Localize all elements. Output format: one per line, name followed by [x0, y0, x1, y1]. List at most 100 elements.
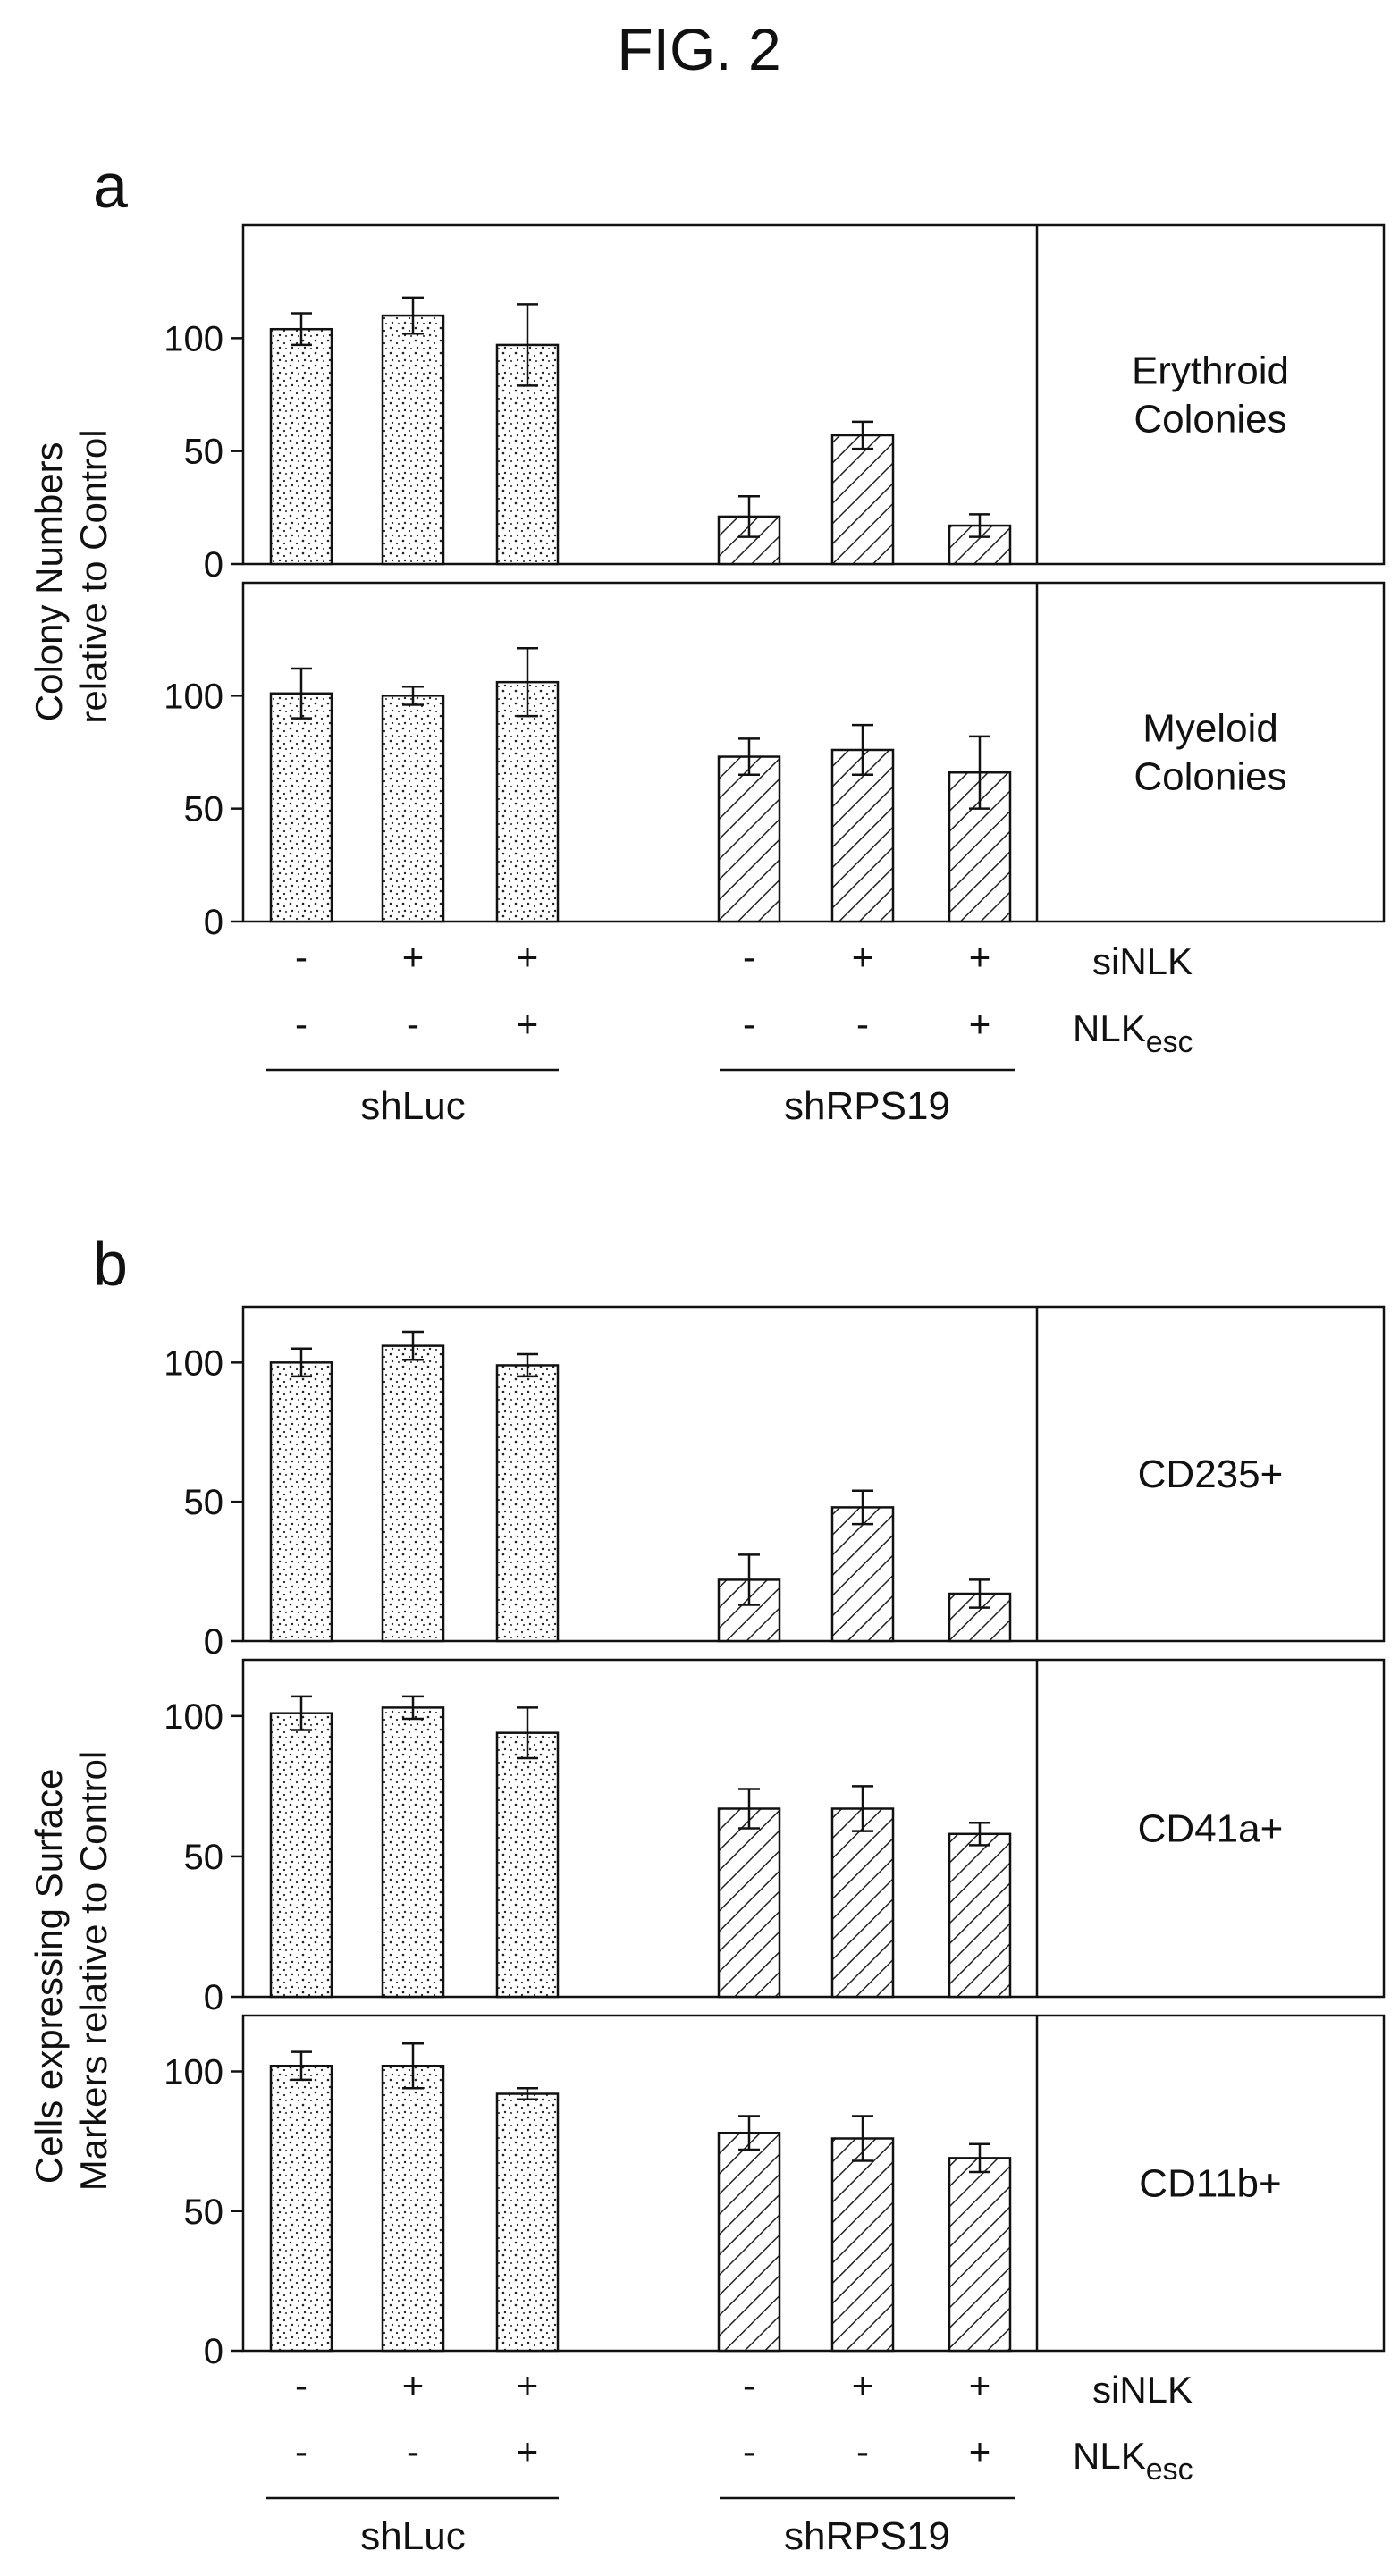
bar — [269, 1361, 333, 1643]
condition-sign: - — [407, 1003, 419, 1045]
y-tick-label: 0 — [204, 903, 223, 942]
y-tick-label: 100 — [164, 1343, 223, 1383]
condition-sign: - — [407, 2430, 419, 2472]
y-tick-label: 50 — [184, 1483, 224, 1522]
subplot-label: CD235+ — [1138, 1452, 1284, 1496]
y-axis-label: Cells expressing Surface Markers relativ… — [28, 1751, 114, 2192]
plot-frame — [241, 223, 1386, 566]
bar — [830, 434, 895, 566]
factor-subscript: esc — [1146, 2453, 1193, 2487]
y-tick-label: 50 — [184, 1838, 224, 1877]
y-tick-label: 0 — [204, 2332, 223, 2371]
subplot-label: Colonies — [1134, 755, 1286, 799]
condition-sign: - — [295, 1003, 308, 1045]
y-tick-label: 50 — [184, 2193, 224, 2232]
condition-sign: - — [856, 2430, 869, 2472]
y-axis-label-line: Cells expressing Surface — [28, 1769, 70, 2185]
condition-sign: - — [856, 1003, 869, 1045]
factor-label-nlkesc: NLKesc — [1073, 2435, 1193, 2487]
bar — [381, 1706, 445, 1999]
y-axis-label: Colony Numbers relative to Control — [28, 429, 114, 723]
bar — [381, 695, 445, 923]
factor-name: NLK — [1073, 2435, 1146, 2477]
y-tick-label: 100 — [164, 677, 223, 716]
condition-sign: - — [743, 936, 755, 978]
subplot-cd41a: 0 50 100 CD41a+ — [164, 1658, 1386, 2017]
subplot-label: Myeloid — [1142, 707, 1278, 751]
panel-letter: a — [93, 151, 128, 221]
panel-a: a Colony Numbers relative to Control 0 50… — [28, 151, 1386, 1128]
bar — [830, 1807, 895, 1999]
y-tick-label: 100 — [164, 2053, 223, 2092]
bar — [495, 1731, 560, 1999]
bar — [495, 1364, 560, 1643]
condition-sign: - — [743, 1003, 755, 1045]
factor-label-sinlk: siNLK — [1092, 2369, 1193, 2411]
group-label-shrps19: shRPS19 — [784, 1084, 950, 1128]
plot-frame — [241, 581, 1386, 923]
group-label-shrps19: shRPS19 — [784, 2514, 950, 2558]
subplot-label: CD41a+ — [1138, 1807, 1284, 1851]
subplot-erythroid: 0 50 100 Erythroid Colonies — [164, 223, 1386, 585]
condition-table: siNLK NLKesc shLuc shRPS19 - + + - + + - - + - - + — [266, 2364, 1193, 2558]
condition-sign: - — [295, 2430, 308, 2472]
bar — [381, 1344, 445, 1643]
bar — [717, 515, 781, 566]
subplot-cd235: 0 50 100 CD235+ — [164, 1305, 1386, 1662]
group-label-shluc: shLuc — [360, 2514, 465, 2558]
condition-sign: + — [852, 936, 874, 978]
bar — [381, 2065, 445, 2353]
factor-label-nlkesc: NLKesc — [1073, 1007, 1193, 1059]
panel-b: b Cells expressing Surface Markers relat… — [28, 1229, 1386, 2558]
condition-sign: + — [517, 2364, 539, 2406]
condition-sign: - — [743, 2364, 755, 2406]
condition-sign: + — [517, 2430, 539, 2472]
condition-sign: - — [743, 2430, 755, 2472]
bar — [269, 2065, 333, 2353]
condition-sign: + — [969, 1003, 991, 1045]
bar — [717, 1807, 781, 1999]
condition-sign: + — [969, 2364, 991, 2406]
bar — [948, 1832, 1012, 1999]
bar — [495, 680, 560, 923]
bar — [717, 2132, 781, 2353]
plot-frame — [241, 1305, 1386, 1643]
subplot-label: Erythroid — [1132, 349, 1289, 393]
condition-sign: - — [295, 936, 308, 978]
bar — [269, 327, 333, 566]
y-axis-label-line: relative to Control — [72, 429, 114, 723]
y-axis-label-line: Markers relative to Control — [72, 1751, 114, 2192]
bar — [830, 2137, 895, 2353]
y-axis-label-line: Colony Numbers — [28, 442, 70, 721]
subplot-label: Colonies — [1134, 398, 1286, 442]
figure-title: FIG. 2 — [617, 16, 780, 82]
y-tick-label: 50 — [184, 790, 224, 829]
condition-sign: + — [969, 2430, 991, 2472]
bar — [381, 314, 445, 566]
condition-sign: + — [402, 936, 425, 978]
condition-sign: + — [402, 2364, 425, 2406]
bar — [830, 1506, 895, 1643]
condition-sign: + — [969, 936, 991, 978]
plot-frame — [241, 2014, 1386, 2353]
bar — [269, 1712, 333, 1999]
condition-sign: + — [517, 936, 539, 978]
panel-letter: b — [93, 1229, 128, 1299]
y-tick-label: 0 — [204, 545, 223, 585]
subplot-label: CD11b+ — [1139, 2162, 1281, 2206]
y-tick-label: 100 — [164, 319, 223, 358]
condition-sign: + — [517, 1003, 539, 1045]
plot-frame — [241, 1658, 1386, 1999]
subplot-cd11b: 0 50 100 CD11b+ — [164, 2014, 1386, 2371]
factor-name: NLK — [1073, 1007, 1146, 1049]
factor-label-sinlk: siNLK — [1092, 940, 1193, 982]
y-tick-label: 100 — [164, 1697, 223, 1737]
group-label-shluc: shLuc — [360, 1084, 465, 1128]
y-tick-label: 50 — [184, 433, 224, 472]
condition-sign: + — [852, 2364, 874, 2406]
condition-table: siNLK NLKesc shLuc shRPS19 - + + - + + - - + - - + — [266, 936, 1193, 1128]
bar — [948, 2157, 1012, 2353]
y-tick-label: 0 — [204, 1978, 223, 2017]
